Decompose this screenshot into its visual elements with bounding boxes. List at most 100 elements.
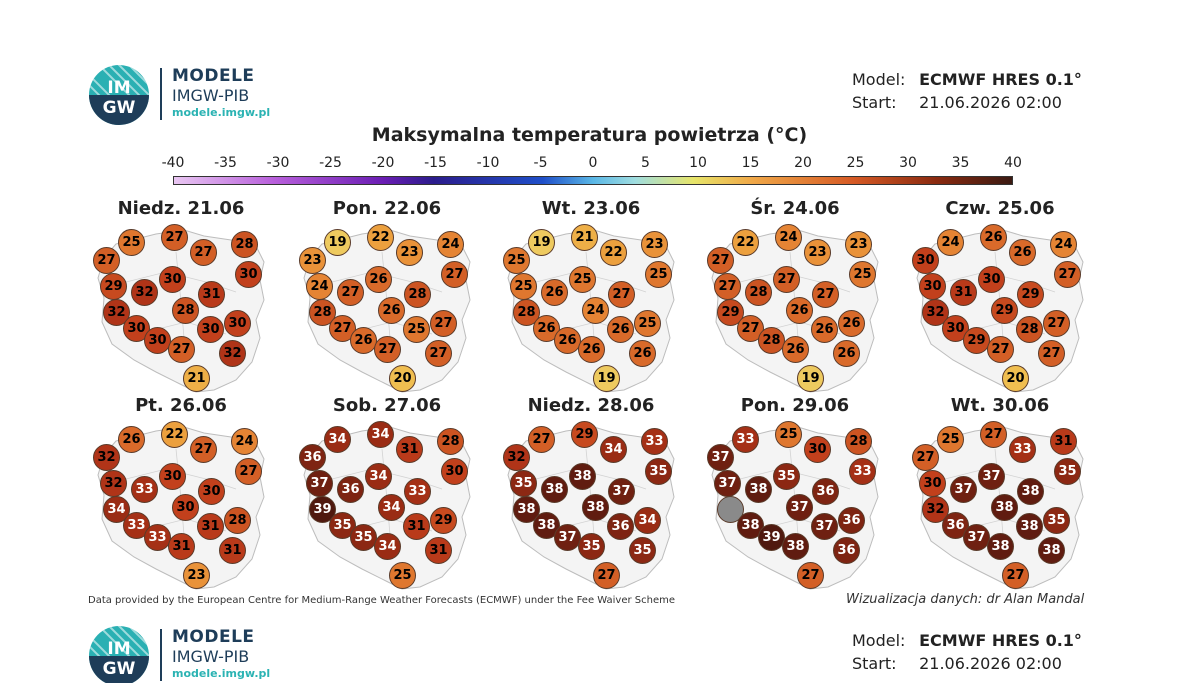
temperature-marker: 36 xyxy=(812,478,839,505)
temperature-marker: 39 xyxy=(309,496,336,523)
temperature-marker: 25 xyxy=(937,426,964,453)
temperature-marker: 30 xyxy=(978,266,1005,293)
forecast-day-label: Pt. 26.06 xyxy=(135,395,227,416)
temperature-marker: 26 xyxy=(541,279,568,306)
temperature-marker: 27 xyxy=(1043,310,1070,337)
colorbar-tick-label: 0 xyxy=(588,155,598,171)
temperature-marker: 20 xyxy=(1002,365,1029,392)
temperature-marker: 34 xyxy=(600,436,627,463)
logo-divider xyxy=(160,629,162,681)
forecast-day-label: Wt. 23.06 xyxy=(541,198,641,219)
forecast-day-panel: Śr. 24.06 22 24 23 27 23 25 27 27 28 27 29 26 26 26 27 2… xyxy=(700,198,910,393)
temperature-marker: 31 xyxy=(950,279,977,306)
temperature-marker: 35 xyxy=(773,463,800,490)
temperature-marker: 25 xyxy=(775,421,802,448)
imgw-logo-icon: IM GW xyxy=(89,626,149,683)
temperature-marker: 37 xyxy=(707,444,734,471)
brand-name: MODELE xyxy=(172,627,255,647)
forecast-day-label: Czw. 25.06 xyxy=(945,198,1055,219)
temperature-marker: 31 xyxy=(197,513,224,540)
temperature-marker: 26 xyxy=(786,297,813,324)
temperature-marker: 25 xyxy=(403,316,430,343)
svg-text:IM: IM xyxy=(107,78,130,98)
temperature-marker: 28 xyxy=(845,428,872,455)
temperature-marker: 30 xyxy=(224,310,251,337)
start-label: Start: xyxy=(852,93,897,112)
poland-map: 27 29 33 32 34 35 38 35 38 37 38 38 36 34 38 37 35 35 27 xyxy=(496,419,686,590)
temperature-marker: 37 xyxy=(811,513,838,540)
temperature-marker: 36 xyxy=(833,537,860,564)
temperature-marker: 26 xyxy=(554,327,581,354)
svg-text:IM: IM xyxy=(107,639,130,659)
temperature-marker: 23 xyxy=(183,562,210,589)
temperature-marker: 29 xyxy=(430,507,457,534)
brand-org: IMGW-PIB xyxy=(172,647,250,666)
temperature-marker: 28 xyxy=(404,281,431,308)
temperature-marker: 32 xyxy=(131,279,158,306)
colorbar-tick-label: -10 xyxy=(476,155,500,171)
temperature-marker: 30 xyxy=(123,315,150,342)
temperature-marker: 38 xyxy=(987,533,1014,560)
temperature-marker: 24 xyxy=(1050,231,1077,258)
temperature-marker: 35 xyxy=(645,458,672,485)
temperature-marker: 27 xyxy=(168,336,195,363)
forecast-day-label: Pon. 29.06 xyxy=(740,395,850,416)
temperature-marker: 30 xyxy=(912,247,939,274)
temperature-marker: 38 xyxy=(1038,537,1065,564)
temperature-marker: 28 xyxy=(758,327,785,354)
temperature-marker: 21 xyxy=(183,365,210,392)
temperature-marker: 32 xyxy=(100,470,127,497)
temperature-marker: 32 xyxy=(219,340,246,367)
model-value: ECMWF HRES 0.1° xyxy=(919,70,1082,89)
temperature-marker: 34 xyxy=(374,533,401,560)
colorbar-tick-label: -40 xyxy=(161,155,185,171)
colorbar-tick-label: 20 xyxy=(794,155,812,171)
visualization-credit: Wizualizacja danych: dr Alan Mandal xyxy=(846,592,1085,607)
temperature-marker: 27 xyxy=(812,281,839,308)
temperature-marker: 19 xyxy=(324,229,351,256)
forecast-day-label: Niedz. 28.06 xyxy=(527,395,655,416)
temperature-marker: 31 xyxy=(1050,428,1077,455)
footer-header: IM GW MODELE IMGW-PIB modele.imgw.pl Mod… xyxy=(0,625,1179,683)
temperature-marker: 29 xyxy=(1017,281,1044,308)
temperature-marker: 33 xyxy=(131,476,158,503)
page-title: Maksymalna temperatura powietrza (°C) xyxy=(371,124,808,146)
model-label: Model: xyxy=(852,70,906,89)
temperature-marker: 28 xyxy=(172,297,199,324)
temperature-marker: 38 xyxy=(782,533,809,560)
temperature-marker: 34 xyxy=(324,426,351,453)
temperature-marker: 36 xyxy=(337,476,364,503)
temperature-marker: 26 xyxy=(378,297,405,324)
poland-map: 34 34 28 36 31 30 34 37 36 33 39 34 31 29 35 35 34 31 25 xyxy=(292,419,482,590)
colorbar-tick-label: 15 xyxy=(741,155,760,171)
temperature-marker: 35 xyxy=(350,524,377,551)
temperature-marker: 22 xyxy=(161,421,188,448)
temperature-marker: 31 xyxy=(198,281,225,308)
temperature-marker: 22 xyxy=(732,229,759,256)
temperature-marker: 27 xyxy=(190,436,217,463)
temperature-marker: 27 xyxy=(773,266,800,293)
logo-divider xyxy=(160,68,162,120)
temperature-marker: 33 xyxy=(404,478,431,505)
temperature-marker: 36 xyxy=(299,444,326,471)
brand-url[interactable]: modele.imgw.pl xyxy=(172,667,271,680)
temperature-marker: 25 xyxy=(118,229,145,256)
colorbar-tick-label: 10 xyxy=(689,155,707,171)
forecast-day-panel: Wt. 30.06 25 27 31 27 33 35 37 30 37 38 32 38 38 35 36 3… xyxy=(905,395,1115,590)
temperature-marker: 27 xyxy=(161,224,188,251)
forecast-day-label: Sob. 27.06 xyxy=(332,395,442,416)
temperature-marker: 20 xyxy=(389,365,416,392)
forecast-day-panel: Wt. 23.06 19 21 23 25 22 25 25 25 26 27 28 24 26 25 26 2… xyxy=(496,198,706,393)
temperature-marker: 33 xyxy=(1009,436,1036,463)
temperature-marker: 30 xyxy=(159,463,186,490)
temperature-marker: 24 xyxy=(582,297,609,324)
colorbar-tick-label: 40 xyxy=(1004,155,1022,171)
temperature-marker: 24 xyxy=(775,224,802,251)
brand-url[interactable]: modele.imgw.pl xyxy=(172,106,271,119)
temperature-marker: 31 xyxy=(219,537,246,564)
temperature-marker: 30 xyxy=(919,470,946,497)
temperature-marker: 30 xyxy=(198,478,225,505)
temperature-marker: 26 xyxy=(607,316,634,343)
temperature-marker: 24 xyxy=(306,273,333,300)
forecast-day-label: Wt. 30.06 xyxy=(950,395,1050,416)
